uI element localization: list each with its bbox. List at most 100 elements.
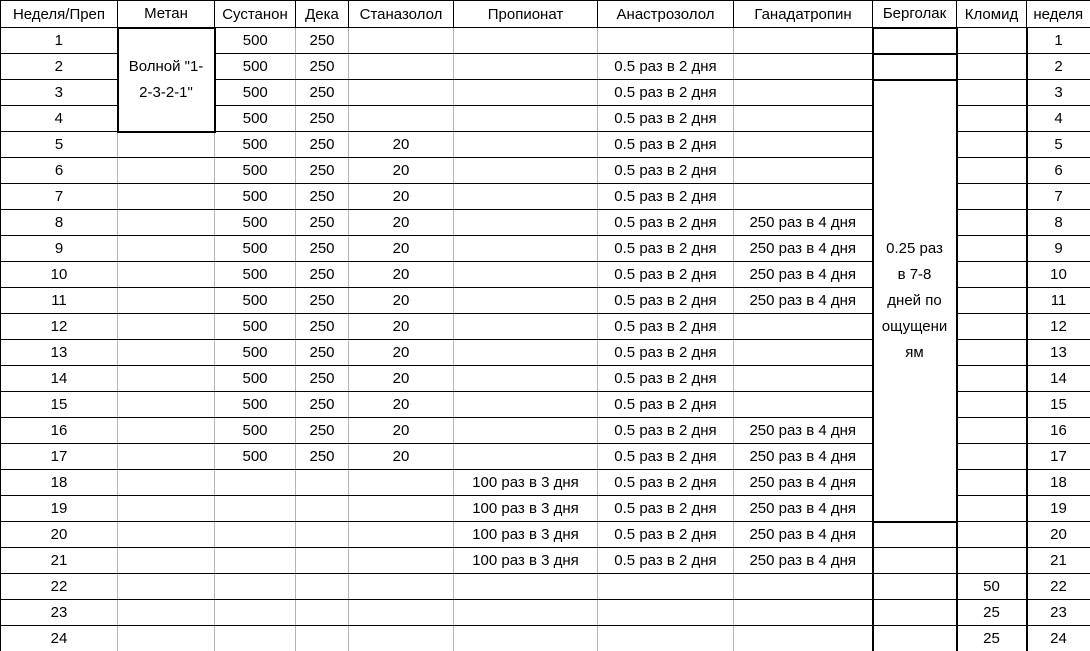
cell-klomid-week20[interactable]: [956, 521, 1028, 548]
cell-week_right-week15[interactable]: 15: [1026, 391, 1090, 418]
header-week-right[interactable]: неделя: [1026, 0, 1090, 28]
cell-anastrozolol-week7[interactable]: 0.5 раз в 2 дня: [597, 183, 734, 210]
cell-klomid-week23[interactable]: 25: [956, 599, 1028, 626]
cell-metan-week14[interactable]: [117, 365, 215, 392]
cell-klomid-week7[interactable]: [956, 183, 1028, 210]
cell-deka-week7[interactable]: 250: [295, 183, 349, 210]
cell-week-week18[interactable]: 18: [0, 469, 118, 496]
cell-week-week23[interactable]: 23: [0, 599, 118, 626]
cell-ganadatropin-week6[interactable]: [733, 157, 874, 184]
cell-propionat-week8[interactable]: [453, 209, 598, 236]
cell-deka-week18[interactable]: [295, 469, 349, 496]
cell-klomid-week22[interactable]: 50: [956, 573, 1028, 600]
cell-stanazolol-week8[interactable]: 20: [348, 209, 454, 236]
cell-propionat-week3[interactable]: [453, 79, 598, 106]
cell-propionat-week9[interactable]: [453, 235, 598, 262]
cell-metan-week19[interactable]: [117, 495, 215, 522]
cell-ganadatropin-week2[interactable]: [733, 53, 874, 80]
cell-anastrozolol-week13[interactable]: 0.5 раз в 2 дня: [597, 339, 734, 366]
cell-deka-week1[interactable]: 250: [295, 27, 349, 54]
cell-propionat-week21[interactable]: 100 раз в 3 дня: [453, 547, 598, 574]
cell-anastrozolol-week6[interactable]: 0.5 раз в 2 дня: [597, 157, 734, 184]
cell-propionat-week4[interactable]: [453, 105, 598, 132]
cell-klomid-week3[interactable]: [956, 79, 1028, 106]
cell-sustanon-week6[interactable]: 500: [214, 157, 296, 184]
cell-week-week5[interactable]: 5: [0, 131, 118, 158]
cell-week-week15[interactable]: 15: [0, 391, 118, 418]
cell-anastrozolol-week4[interactable]: 0.5 раз в 2 дня: [597, 105, 734, 132]
cell-stanazolol-week10[interactable]: 20: [348, 261, 454, 288]
cell-stanazolol-week20[interactable]: [348, 521, 454, 548]
cell-metan-week11[interactable]: [117, 287, 215, 314]
cell-klomid-week9[interactable]: [956, 235, 1028, 262]
cell-bergolak-week2[interactable]: [872, 53, 958, 81]
cell-week_right-week17[interactable]: 17: [1026, 443, 1090, 470]
cell-week-week13[interactable]: 13: [0, 339, 118, 366]
cell-week-week1[interactable]: 1: [0, 27, 118, 54]
cell-week-week3[interactable]: 3: [0, 79, 118, 106]
cell-deka-week23[interactable]: [295, 599, 349, 626]
cell-stanazolol-week3[interactable]: [348, 79, 454, 106]
cell-metan-week8[interactable]: [117, 209, 215, 236]
cell-sustanon-week15[interactable]: 500: [214, 391, 296, 418]
cell-klomid-week5[interactable]: [956, 131, 1028, 158]
cell-sustanon-week21[interactable]: [214, 547, 296, 574]
cell-week-week10[interactable]: 10: [0, 261, 118, 288]
cell-metan-week20[interactable]: [117, 521, 215, 548]
cell-sustanon-week8[interactable]: 500: [214, 209, 296, 236]
cell-stanazolol-week22[interactable]: [348, 573, 454, 600]
cell-klomid-week16[interactable]: [956, 417, 1028, 444]
cell-anastrozolol-week12[interactable]: 0.5 раз в 2 дня: [597, 313, 734, 340]
cell-propionat-week13[interactable]: [453, 339, 598, 366]
cell-ganadatropin-week1[interactable]: [733, 27, 874, 54]
cell-deka-week9[interactable]: 250: [295, 235, 349, 262]
cell-anastrozolol-week17[interactable]: 0.5 раз в 2 дня: [597, 443, 734, 470]
cell-anastrozolol-week2[interactable]: 0.5 раз в 2 дня: [597, 53, 734, 80]
cell-stanazolol-week21[interactable]: [348, 547, 454, 574]
cell-week_right-week6[interactable]: 6: [1026, 157, 1090, 184]
cell-deka-week12[interactable]: 250: [295, 313, 349, 340]
cell-klomid-week8[interactable]: [956, 209, 1028, 236]
cell-sustanon-week24[interactable]: [214, 625, 296, 651]
cell-ganadatropin-week22[interactable]: [733, 573, 874, 600]
cell-stanazolol-week16[interactable]: 20: [348, 417, 454, 444]
cell-metan-week7[interactable]: [117, 183, 215, 210]
cell-week_right-week12[interactable]: 12: [1026, 313, 1090, 340]
cell-sustanon-week2[interactable]: 500: [214, 53, 296, 80]
cell-deka-week5[interactable]: 250: [295, 131, 349, 158]
cell-klomid-week4[interactable]: [956, 105, 1028, 132]
cell-anastrozolol-week15[interactable]: 0.5 раз в 2 дня: [597, 391, 734, 418]
cell-week_right-week19[interactable]: 19: [1026, 495, 1090, 522]
cell-ganadatropin-week21[interactable]: 250 раз в 4 дня: [733, 547, 874, 574]
cell-anastrozolol-week18[interactable]: 0.5 раз в 2 дня: [597, 469, 734, 496]
cell-week-week9[interactable]: 9: [0, 235, 118, 262]
header-sustanon[interactable]: Сустанон: [214, 0, 296, 28]
header-propionat[interactable]: Пропионат: [453, 0, 598, 28]
cell-klomid-week1[interactable]: [956, 27, 1028, 54]
cell-deka-week4[interactable]: 250: [295, 105, 349, 132]
cell-klomid-week10[interactable]: [956, 261, 1028, 288]
cell-sustanon-week9[interactable]: 500: [214, 235, 296, 262]
cell-stanazolol-week23[interactable]: [348, 599, 454, 626]
cell-week-week21[interactable]: 21: [0, 547, 118, 574]
cell-propionat-week6[interactable]: [453, 157, 598, 184]
cell-propionat-week20[interactable]: 100 раз в 3 дня: [453, 521, 598, 548]
cell-anastrozolol-week19[interactable]: 0.5 раз в 2 дня: [597, 495, 734, 522]
cell-ganadatropin-week10[interactable]: 250 раз в 4 дня: [733, 261, 874, 288]
cell-sustanon-week18[interactable]: [214, 469, 296, 496]
cell-sustanon-week13[interactable]: 500: [214, 339, 296, 366]
header-stanazolol[interactable]: Станазолол: [348, 0, 454, 28]
cell-sustanon-week19[interactable]: [214, 495, 296, 522]
cell-anastrozolol-week16[interactable]: 0.5 раз в 2 дня: [597, 417, 734, 444]
cell-week_right-week16[interactable]: 16: [1026, 417, 1090, 444]
cell-deka-week21[interactable]: [295, 547, 349, 574]
header-bergolak[interactable]: Берголак: [872, 0, 957, 29]
cell-sustanon-week7[interactable]: 500: [214, 183, 296, 210]
cell-stanazolol-week9[interactable]: 20: [348, 235, 454, 262]
header-metan[interactable]: Метан: [117, 0, 215, 29]
cell-bergolak-week23[interactable]: [872, 599, 958, 626]
cell-week_right-week23[interactable]: 23: [1026, 599, 1090, 626]
cell-propionat-week10[interactable]: [453, 261, 598, 288]
cell-stanazolol-week24[interactable]: [348, 625, 454, 651]
header-deka[interactable]: Дека: [295, 0, 349, 28]
